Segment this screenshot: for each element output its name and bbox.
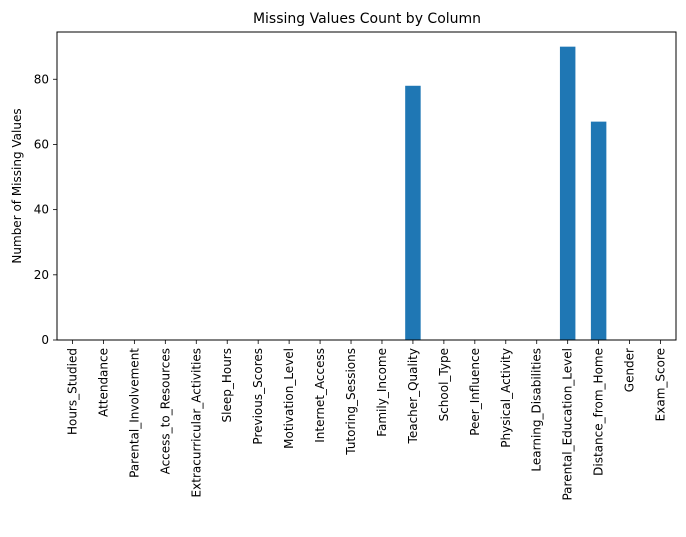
x-tick-label: Internet_Access: [313, 348, 327, 443]
x-tick-label: School_Type: [437, 348, 451, 421]
y-tick-label: 0: [41, 333, 49, 347]
x-tick-label: Extracurricular_Activities: [189, 348, 203, 497]
x-tick-label: Sleep_Hours: [220, 348, 234, 423]
plot-frame: [56, 31, 677, 341]
bar-parental-education-level: [559, 46, 576, 341]
bar-teacher-quality: [405, 85, 421, 341]
x-tick-label: Attendance: [96, 348, 110, 417]
x-tick-label: Parental_Education_Level: [561, 348, 575, 501]
ticks-group: Hours_Studied Attendance Parental_Involvem…: [34, 72, 668, 500]
y-tick-label: 20: [34, 268, 49, 282]
chart-title: Missing Values Count by Column: [253, 11, 481, 27]
x-tick-label: Motivation_Level: [282, 348, 296, 449]
bars-group: [405, 46, 607, 341]
x-tick-label: Gender: [623, 348, 637, 392]
y-tick-label: 80: [34, 72, 49, 86]
x-tick-label: Peer_Influence: [468, 348, 482, 436]
y-tick-label: 40: [34, 203, 49, 217]
x-tick-label: Access_to_Resources: [158, 348, 172, 474]
x-tick-label: Family_Income: [375, 348, 389, 437]
x-tick-label: Physical_Activity: [499, 348, 513, 448]
x-tick-label: Learning_Disabilities: [530, 348, 544, 472]
y-axis-label: Number of Missing Values: [10, 108, 24, 263]
x-tick-label: Teacher_Quality: [406, 348, 420, 444]
x-tick-label: Tutoring_Sessions: [344, 348, 358, 456]
x-tick-label: Previous_Scores: [251, 348, 265, 445]
x-tick-label: Hours_Studied: [65, 348, 79, 435]
x-tick-label: Parental_Involvement: [127, 348, 141, 478]
y-tick-label: 60: [34, 137, 49, 151]
x-tick-label: Exam_Score: [654, 348, 668, 421]
x-tick-label: Distance_from_Home: [592, 348, 606, 476]
bar-distance-from-home: [590, 121, 607, 340]
